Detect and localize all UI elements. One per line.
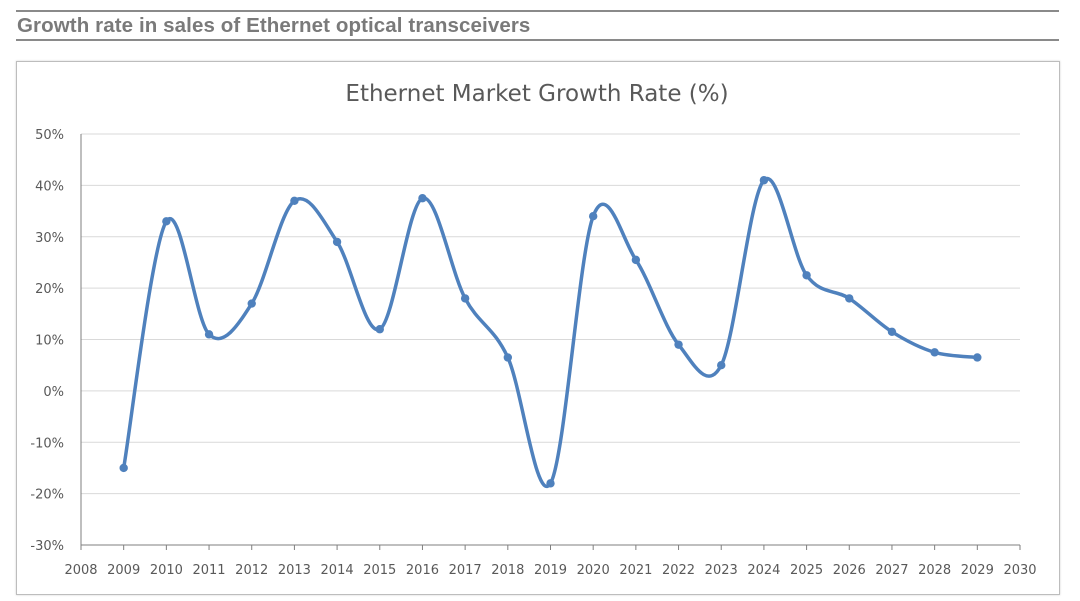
x-tick-label: 2012 (235, 563, 268, 578)
y-tick-label: 20% (35, 282, 64, 297)
y-tick-label: -10% (30, 436, 64, 451)
x-tick-label: 2014 (321, 563, 354, 578)
data-point (375, 325, 384, 334)
x-tick-label: 2018 (491, 563, 524, 578)
y-tick-label: 50% (35, 128, 64, 143)
data-point (930, 348, 939, 357)
heading-rule-top (16, 10, 1059, 12)
x-tick-label: 2019 (534, 563, 567, 578)
heading-rule-bottom (16, 39, 1059, 41)
x-tick-label: 2030 (1003, 563, 1036, 578)
x-tick-label: 2020 (577, 563, 610, 578)
x-tick-label: 2015 (363, 563, 396, 578)
y-tick-label: 30% (35, 231, 64, 246)
data-point (460, 294, 470, 303)
data-point (674, 340, 683, 349)
chart-title: Ethernet Market Growth Rate (%) (345, 81, 728, 107)
data-point (588, 212, 598, 221)
x-tick-label: 2013 (278, 563, 311, 578)
data-point (119, 463, 128, 473)
x-tick-label: 2028 (918, 563, 951, 578)
x-tick-label: 2026 (833, 563, 866, 578)
y-axis-tick-labels: 50% 40% 30% 20% 10% 0% -10% -20% -30% (30, 128, 64, 554)
data-point (759, 176, 769, 185)
data-point (845, 294, 854, 303)
y-tick-label: 40% (35, 179, 64, 194)
data-point (546, 479, 555, 488)
y-tick-label: 10% (35, 334, 64, 349)
data-point (204, 330, 214, 339)
data-point (418, 194, 427, 203)
series-growth-rate (119, 176, 982, 489)
x-tick-label: 2008 (64, 563, 97, 578)
data-point (802, 271, 811, 280)
page-heading: Growth rate in sales of Ethernet optical… (17, 14, 531, 37)
data-point (332, 237, 342, 247)
x-axis-tick-labels: 2008 2009 2010 2011 2012 2013 2014 2015 2016 2017… (64, 563, 1036, 578)
x-tick-label: 2010 (150, 563, 183, 578)
x-tick-label: 2011 (192, 563, 225, 578)
data-point (887, 327, 897, 336)
y-tick-label: -30% (30, 539, 64, 554)
grid-lines (81, 133, 1020, 495)
y-tick-label: -20% (30, 488, 64, 503)
x-tick-label: 2025 (790, 563, 823, 578)
y-tick-label: 0% (43, 385, 64, 400)
data-point (247, 299, 256, 308)
x-tick-label: 2009 (107, 563, 140, 578)
x-tick-label: 2027 (875, 563, 908, 578)
axes (80, 134, 1021, 550)
data-point (973, 353, 982, 362)
x-tick-label: 2029 (961, 563, 994, 578)
x-tick-label: 2021 (619, 563, 652, 578)
x-tick-label: 2022 (662, 563, 695, 578)
x-tick-label: 2023 (705, 563, 738, 578)
data-point (162, 217, 171, 226)
x-tick-label: 2024 (747, 563, 780, 578)
data-point (503, 353, 513, 362)
data-point (717, 360, 726, 370)
series-line (121, 176, 980, 489)
x-tick-label: 2016 (406, 563, 439, 578)
data-point (290, 196, 299, 205)
data-point (631, 255, 641, 265)
x-tick-label: 2017 (449, 563, 482, 578)
